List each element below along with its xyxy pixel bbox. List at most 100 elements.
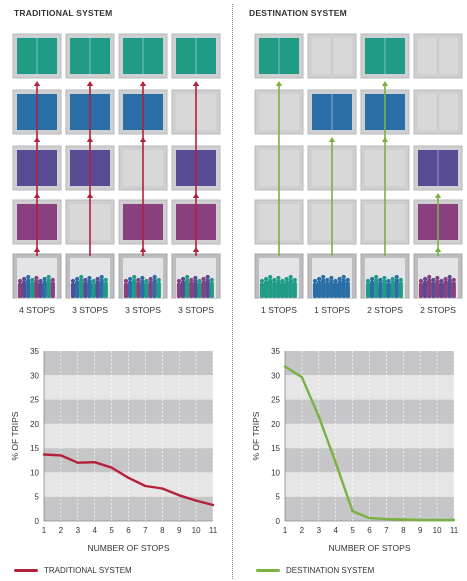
traditional-chart-data-point [42,453,46,456]
destination-shaft-2-person-head [337,276,342,282]
traditional-shaft-1-person-body [42,281,47,298]
traditional-shaft-2-person-head [91,278,96,284]
traditional-shaft-4-person-body [205,279,210,298]
traditional-shaft-2-person-body [103,282,108,298]
traditional-chart-x-tick-label: 9 [177,526,182,535]
traditional-shaft-2-arrow-floor-5 [86,81,94,86]
traditional-shaft-4-person-body [189,282,194,298]
traditional-system-heading: TRADITIONAL SYSTEM [14,8,113,18]
traditional-shaft-3-arrow-floor-5 [139,81,147,86]
traditional-chart-y-tick-label: 20 [30,420,39,429]
traditional-shaft-4-person-body [209,282,214,298]
destination-shaft-4-person-body [443,281,448,298]
traditional-shaft-1-person-body [46,279,51,298]
destination-shaft-4-person-head [435,275,440,281]
traditional-shaft-2-person-head [83,277,88,283]
destination-chart-data-point [317,415,320,418]
destination-shaft-3-person-body [382,280,387,298]
destination-shaft-3-person-body [370,281,375,298]
traditional-shaft-1-arrow-floor-2 [33,247,41,252]
traditional-shaft-2-person-head [79,274,84,280]
traditional-chart-x-tick-label: 3 [76,526,81,535]
destination-chart-data-point [368,516,371,520]
traditional-shaft-3-person-body [128,281,133,298]
destination-chart-data-point [402,518,405,521]
traditional-chart-x-tick-label: 10 [192,526,201,535]
traditional-shaft-2-person-body [83,282,88,298]
traditional-chart-y-tick-label: 15 [30,444,39,453]
traditional-shaft-3-person-body [148,281,153,298]
traditional-chart-data-point [144,484,147,488]
destination-shaft-1-person-head [272,277,277,283]
traditional-shaft-3-person-body [156,282,161,298]
destination-elevator-shafts: 1 STOPS 1 STOPS 2 STOPS 2 STOPS [254,33,463,315]
destination-shaft-4-person-head [431,277,436,283]
destination-chart-x-tick-label: 1 [283,526,288,535]
traditional-shaft-1-person-head [46,274,51,280]
traditional-shaft-4-arrow-floor-2 [192,247,200,252]
traditional-elevator-shafts: 4 STOPS 3 STOPS 3 STOPS 3 STOPS [12,33,221,315]
destination-shaft-4-person-body [451,282,456,298]
destination-shaft-3-person-head [374,274,379,280]
traditional-shaft-2-person-head [75,276,80,282]
traditional-chart-data-point [59,454,63,457]
destination-shaft-4-person-body [418,283,424,298]
traditional-shaft-2-person-head [95,276,100,282]
destination-shaft-4-person-body [435,280,440,298]
traditional-shaft-3-person-body [132,279,137,298]
destination-shaft-3-person-head [386,278,391,284]
destination-chart-x-tick-label: 11 [450,526,459,535]
traditional-chart-x-tick-label: 6 [126,526,131,535]
destination-shaft-1-person-head [280,278,285,284]
traditional-shaft-3-person-head [152,274,157,280]
traditional-chart-data-point [93,461,96,464]
traditional-shaft-4-person-head [185,274,190,280]
destination-shaft-2-person-body [329,280,334,298]
traditional-shaft-3-person-head [123,278,129,284]
traditional-chart-data-point [76,461,79,464]
destination-chart-x-tick-label: 5 [350,526,355,535]
traditional-shaft-3-person-head [156,277,161,283]
destination-shaft-4-arrow-floor-3 [434,193,442,198]
destination-shaft-2-person-head [325,277,330,283]
destination-shaft-3-person-body [398,282,403,298]
traditional-shaft-3-stops-label: 3 STOPS [125,305,161,315]
destination-chart-data-point [351,510,354,513]
traditional-shaft-1-person-body [50,282,55,298]
destination-chart-x-tick-label: 10 [433,526,442,535]
traditional-shaft-2-person-body [70,283,76,298]
destination-shaft-1-person-head [292,277,297,283]
destination-shaft-3-person-body [394,279,399,298]
traditional-chart-y-tick-label: 5 [35,493,40,502]
elevator-diagram: 4 STOPS 3 STOPS 3 STOPS 3 STOPS 1 STOPS 1 ST… [12,33,463,315]
destination-shaft-2-person-head [329,275,334,281]
destination-chart-x-tick-label: 4 [333,526,338,535]
traditional-stops-chart: 0 5 10 15 20 25 30 35 1 2 3 4 5 6 7 8 9 10 11 NUMBER OF STO… [10,347,218,553]
traditional-shaft-2-person-head [87,275,92,281]
destination-shaft-2-person-head [345,277,350,283]
traditional-shaft-1-person-head [17,278,23,284]
traditional-shaft-1-stops-label: 4 STOPS [19,305,55,315]
destination-chart-data-point [283,365,287,368]
traditional-shaft-4-person-body [197,283,202,298]
traditional-shaft-1-arrow-floor-5 [33,81,41,86]
destination-shaft-3-person-body [390,281,395,298]
destination-chart-y-axis-label: % OF TRIPS [251,411,261,460]
destination-shaft-3-arrow-floor-4 [381,137,389,142]
section-divider [232,4,233,579]
traditional-shaft-2-stops-label: 3 STOPS [72,305,108,315]
traditional-shaft-4-person-body [176,283,182,298]
traditional-shaft-2-person-body [87,280,92,298]
traditional-shaft-4-person-head [209,277,214,283]
traditional-shaft-3-person-head [136,277,141,283]
traditional-shaft-2-person-body [95,281,100,298]
destination-chart-y-tick-label: 20 [271,420,280,429]
traditional-chart-y-tick-label: 25 [30,396,39,405]
destination-shaft-3-person-head [378,277,383,283]
traditional-shaft-1-person-head [42,276,47,282]
traditional-shaft-1-person-head [30,277,35,283]
traditional-shaft-3-arrow-floor-2 [139,247,147,252]
traditional-shaft-3-person-head [148,276,153,282]
destination-shaft-2-person-body [325,282,330,298]
destination-shaft-4-person-head [443,276,448,282]
